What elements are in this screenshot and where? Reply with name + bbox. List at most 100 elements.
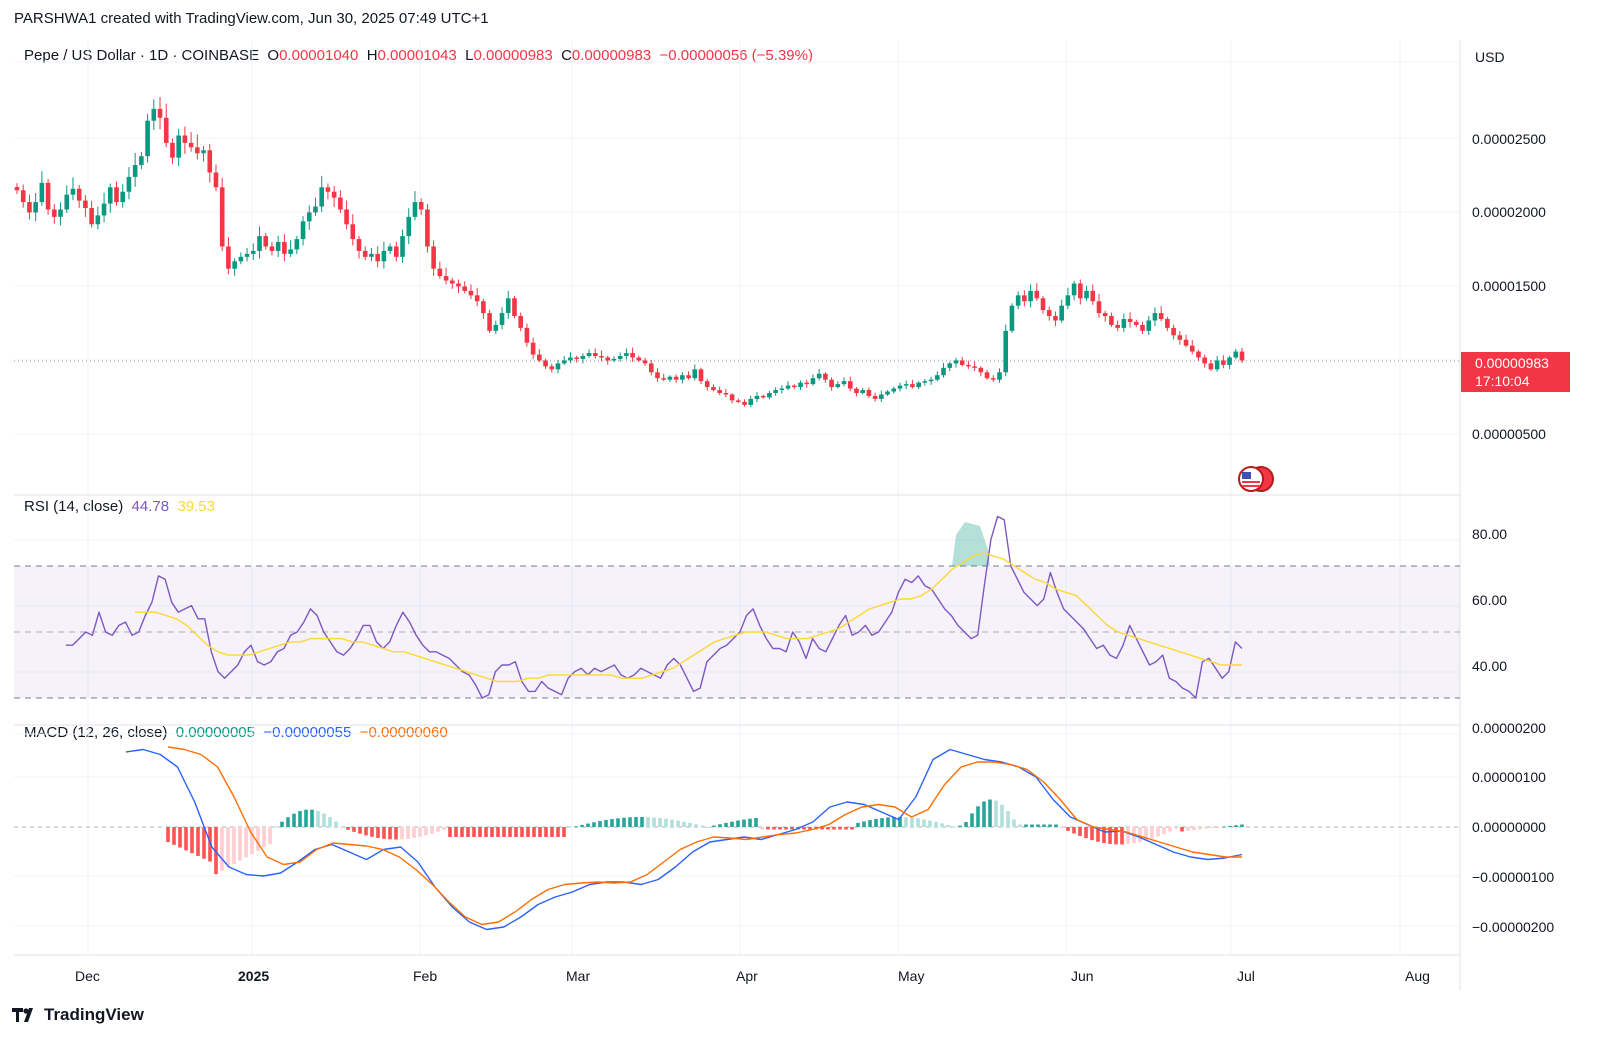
macd-histogram-bar [682, 821, 686, 827]
price-axis-currency[interactable]: USD [1475, 49, 1505, 65]
candle-up [387, 246, 393, 251]
macd-series[interactable] [125, 746, 1244, 931]
macd-histogram-bar [358, 827, 362, 834]
macd-histogram-bar [1012, 819, 1016, 827]
us-flag-events-icon[interactable] [1233, 464, 1279, 494]
time-axis-label: Aug [1405, 968, 1430, 984]
candle-up [586, 353, 592, 357]
candle-down [468, 290, 474, 296]
candle-down [1158, 313, 1164, 320]
candle-down [1127, 319, 1133, 322]
macd-histogram-bar [916, 818, 920, 827]
candle-down [1022, 295, 1027, 302]
candle-up [841, 381, 847, 385]
candle-down [518, 316, 523, 328]
candle-down [418, 202, 424, 210]
candle-down [1196, 351, 1201, 358]
macd-histogram-bar [946, 824, 950, 827]
candle-down [269, 246, 275, 251]
candle-up [935, 375, 940, 380]
candle-up [580, 356, 586, 359]
macd-histogram-bar [448, 827, 452, 837]
candle-down [356, 239, 362, 251]
rsi-series[interactable] [66, 515, 1243, 699]
candle-down [847, 381, 853, 389]
candle-up [288, 249, 293, 254]
candle-down [661, 378, 667, 380]
macd-histogram-bar [1144, 827, 1148, 841]
candle-down [331, 191, 337, 198]
candle-up [306, 212, 312, 222]
candle-down [195, 147, 200, 154]
candle-up [1015, 295, 1021, 306]
macd-histogram-bar [292, 813, 296, 827]
macd-histogram-bar [790, 827, 794, 830]
macd-histogram-bar [586, 823, 590, 827]
candle-down [27, 202, 32, 213]
macd-histogram-bar [436, 827, 440, 832]
candle-up [624, 353, 629, 357]
candle-down [1202, 357, 1207, 364]
tradingview-logo[interactable]: TradingView [12, 1005, 144, 1025]
macd-signal-value: −0.00000060 [359, 724, 448, 741]
macd-histogram-bar [196, 827, 200, 856]
candle-up [1071, 283, 1077, 296]
macd-histogram-bar [370, 827, 374, 837]
macd-histogram-bar [532, 827, 536, 837]
macd-hist-value: 0.00000005 [175, 724, 255, 741]
candle-up [879, 394, 884, 399]
candle-up [860, 390, 865, 394]
macd-histogram-bar [742, 819, 746, 827]
macd-histogram-bar [484, 827, 488, 837]
macd-histogram-bar [568, 826, 572, 828]
candle-down [1133, 321, 1139, 325]
candle-down [462, 286, 468, 291]
macd-histogram-bar [904, 817, 908, 827]
macd-histogram-bar [1126, 827, 1130, 845]
candle-down [1109, 316, 1114, 325]
macd-histogram-bar [502, 827, 506, 837]
macd-histogram-bar [1180, 827, 1184, 832]
macd-histogram-bar [700, 825, 704, 827]
candle-up [816, 373, 822, 379]
candle-down [605, 357, 611, 361]
candle-down [673, 376, 679, 380]
candle-up [568, 357, 573, 361]
candle-down [984, 372, 990, 379]
macd-histogram-bar [1210, 827, 1214, 828]
candle-up [145, 120, 150, 157]
symbol-name[interactable]: Pepe / US Dollar · 1D · COINBASE [24, 47, 260, 64]
ohlc-change: −0.00000056 (−5.39%) [659, 47, 813, 64]
candle-down [717, 390, 722, 394]
candle-down [1171, 327, 1176, 336]
candle-up [953, 360, 959, 364]
candle-up [1028, 290, 1033, 302]
macd-histogram-bar [820, 827, 824, 830]
macd-histogram-bar [334, 821, 338, 827]
candle-down [910, 384, 915, 388]
macd-histogram-bar [1024, 824, 1028, 827]
macd-histogram-bar [964, 822, 968, 827]
macd-histogram-bar [748, 818, 752, 827]
candlestick-series[interactable] [14, 96, 1245, 408]
macd-histogram-bar [808, 827, 812, 830]
candle-down [1208, 363, 1214, 370]
candle-down [655, 372, 660, 379]
candle-down [456, 283, 461, 287]
macd-histogram-bar [688, 822, 692, 827]
macd-label[interactable]: MACD (12, 26, close) [24, 724, 168, 741]
macd-histogram-bar [1204, 827, 1208, 829]
candle-down [89, 208, 94, 225]
last-price-tag: 0.00000983 17:10:04 [1461, 352, 1570, 392]
macd-histogram-bar [1060, 827, 1064, 829]
rsi-label[interactable]: RSI (14, close) [24, 498, 124, 515]
candle-down [1140, 324, 1145, 331]
macd-histogram-bar [1096, 827, 1100, 842]
candle-down [966, 364, 971, 367]
candle-down [698, 369, 704, 382]
candle-up [120, 191, 126, 203]
candle-down [1046, 310, 1052, 317]
candle-up [1214, 360, 1220, 370]
macd-histogram-bar [286, 817, 290, 827]
